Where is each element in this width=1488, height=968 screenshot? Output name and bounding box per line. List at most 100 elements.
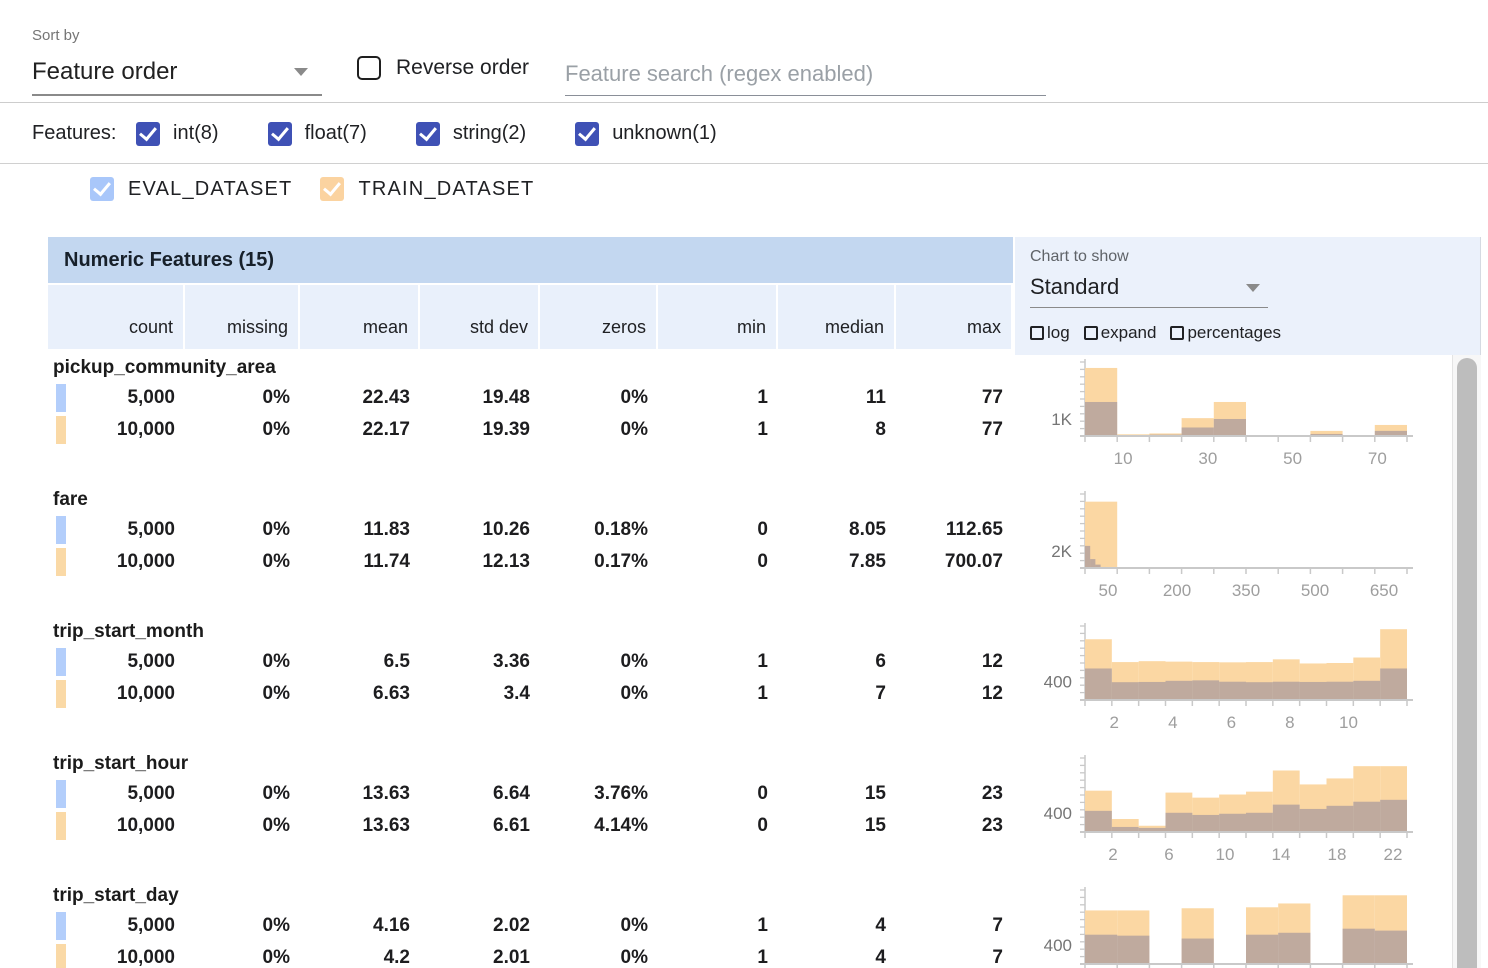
stat-cell-mean: 6.5	[300, 646, 420, 678]
column-header-missing: missing	[185, 285, 300, 349]
stat-cell-median: 15	[778, 778, 896, 810]
checkbox-unchecked-icon[interactable]	[1170, 326, 1184, 340]
feature-block-trip_start_month: trip_start_month5,0000%6.53.360%161210,0…	[48, 617, 1448, 745]
stat-cell-std-dev: 19.39	[420, 414, 540, 446]
svg-text:14: 14	[1272, 845, 1291, 864]
feature-type-filter-int[interactable]: int(8)	[136, 122, 219, 146]
checkbox-icon[interactable]	[90, 177, 114, 201]
reverse-order-checkbox[interactable]: Reverse order	[357, 56, 529, 80]
dataset-color-swatch	[56, 912, 66, 940]
stat-cell-max: 77	[896, 414, 1013, 446]
checkbox-unchecked-icon[interactable]	[1030, 326, 1044, 340]
svg-text:22: 22	[1384, 845, 1403, 864]
feature-type-filter-unknown[interactable]: unknown(1)	[575, 122, 717, 146]
histogram-pickup_community_area: 1K10305070	[1020, 353, 1448, 481]
dataset-color-swatch	[56, 548, 66, 576]
stat-cell-count: 5,000	[48, 778, 185, 810]
dataset-color-swatch	[56, 648, 66, 676]
stat-cell-count: 10,000	[48, 942, 185, 968]
svg-text:500: 500	[1301, 581, 1329, 600]
feature-search-input[interactable]	[565, 52, 1046, 96]
stat-cell-missing: 0%	[185, 910, 300, 942]
sort-by-select[interactable]: Feature order	[32, 52, 322, 96]
dataset-color-swatch	[56, 516, 66, 544]
dataset-color-swatch	[56, 416, 66, 444]
svg-text:8: 8	[1285, 713, 1294, 732]
stat-cell-count: 10,000	[48, 546, 185, 578]
stat-cell-max: 700.07	[896, 546, 1013, 578]
stat-cell-min: 0	[658, 778, 778, 810]
svg-text:4: 4	[1168, 713, 1177, 732]
stat-cell-mean: 6.63	[300, 678, 420, 710]
column-header-zeros: zeros	[540, 285, 658, 349]
checkbox-icon[interactable]	[136, 122, 160, 146]
stat-cell-count: 5,000	[48, 514, 185, 546]
checkbox-icon[interactable]	[320, 177, 344, 201]
column-header-std-dev: std dev	[420, 285, 540, 349]
checkbox-unchecked-icon[interactable]	[357, 56, 381, 80]
stat-cell-mean: 4.2	[300, 942, 420, 968]
stat-cell-missing: 0%	[185, 414, 300, 446]
stat-cell-mean: 11.83	[300, 514, 420, 546]
chart-toggle-percentages[interactable]: percentages	[1170, 323, 1281, 343]
stat-cell-zeros: 0%	[540, 646, 658, 678]
column-header-median: median	[778, 285, 896, 349]
stat-cell-max: 77	[896, 382, 1013, 414]
svg-text:2: 2	[1108, 845, 1117, 864]
vertical-scrollbar-track[interactable]	[1452, 355, 1481, 968]
stat-cell-std-dev: 12.13	[420, 546, 540, 578]
stat-cell-mean: 13.63	[300, 778, 420, 810]
chart-type-select[interactable]: Standard	[1030, 270, 1268, 308]
stat-cell-min: 1	[658, 414, 778, 446]
chart-toggle-label: log	[1047, 323, 1070, 343]
stat-cell-missing: 0%	[185, 778, 300, 810]
vertical-scrollbar-thumb[interactable]	[1457, 358, 1477, 968]
svg-text:2K: 2K	[1051, 542, 1072, 561]
chart-toggle-log[interactable]: log	[1030, 323, 1070, 343]
feature-type-label: string(2)	[453, 122, 526, 145]
svg-text:200: 200	[1163, 581, 1191, 600]
facets-overview-app: Sort by Feature order Reverse order Feat…	[0, 0, 1488, 968]
stat-cell-median: 4	[778, 910, 896, 942]
svg-text:350: 350	[1232, 581, 1260, 600]
feature-type-filter-string[interactable]: string(2)	[416, 122, 526, 146]
stat-cell-min: 0	[658, 810, 778, 842]
stat-cell-min: 1	[658, 382, 778, 414]
dataset-toggle-train_dataset[interactable]: TRAIN_DATASET	[320, 177, 534, 201]
dataset-color-swatch	[56, 780, 66, 808]
stat-cell-mean: 4.16	[300, 910, 420, 942]
table-title: Numeric Features (15)	[64, 249, 274, 272]
numeric-features-table: Numeric Features (15) Chart to show Stan…	[48, 237, 1448, 968]
stat-cell-median: 7	[778, 678, 896, 710]
checkbox-icon[interactable]	[575, 122, 599, 146]
chevron-down-icon	[294, 68, 308, 76]
histogram-trip_start_day: 400	[1020, 881, 1448, 968]
feature-type-filter-float[interactable]: float(7)	[268, 122, 367, 146]
reverse-order-label: Reverse order	[396, 56, 529, 80]
stat-cell-count: 5,000	[48, 646, 185, 678]
stat-cell-std-dev: 2.01	[420, 942, 540, 968]
stat-cell-mean: 22.43	[300, 382, 420, 414]
table-title-band: Numeric Features (15)	[48, 237, 1013, 283]
stat-cell-count: 5,000	[48, 382, 185, 414]
stat-cell-std-dev: 3.4	[420, 678, 540, 710]
top-toolbar: Sort by Feature order Reverse order	[0, 0, 1488, 103]
chart-toggle-expand[interactable]: expand	[1084, 323, 1157, 343]
stat-cell-median: 6	[778, 646, 896, 678]
svg-text:70: 70	[1368, 449, 1387, 468]
stat-cell-median: 15	[778, 810, 896, 842]
chart-to-show-panel: Chart to show Standard logexpandpercenta…	[1015, 237, 1481, 355]
histogram-trip_start_hour: 4002610141822	[1020, 749, 1448, 877]
checkbox-unchecked-icon[interactable]	[1084, 326, 1098, 340]
dataset-color-swatch	[56, 680, 66, 708]
checkbox-icon[interactable]	[416, 122, 440, 146]
dataset-toggle-eval_dataset[interactable]: EVAL_DATASET	[90, 177, 292, 201]
svg-text:18: 18	[1328, 845, 1347, 864]
feature-type-filters: int(8) float(7) string(2) unknown(1)	[136, 122, 766, 146]
stat-cell-max: 12	[896, 646, 1013, 678]
stat-cell-median: 4	[778, 942, 896, 968]
feature-block-pickup_community_area: pickup_community_area5,0000%22.4319.480%…	[48, 353, 1448, 481]
svg-text:400: 400	[1044, 804, 1072, 823]
feature-block-trip_start_hour: trip_start_hour5,0000%13.636.643.76%0152…	[48, 749, 1448, 877]
checkbox-icon[interactable]	[268, 122, 292, 146]
